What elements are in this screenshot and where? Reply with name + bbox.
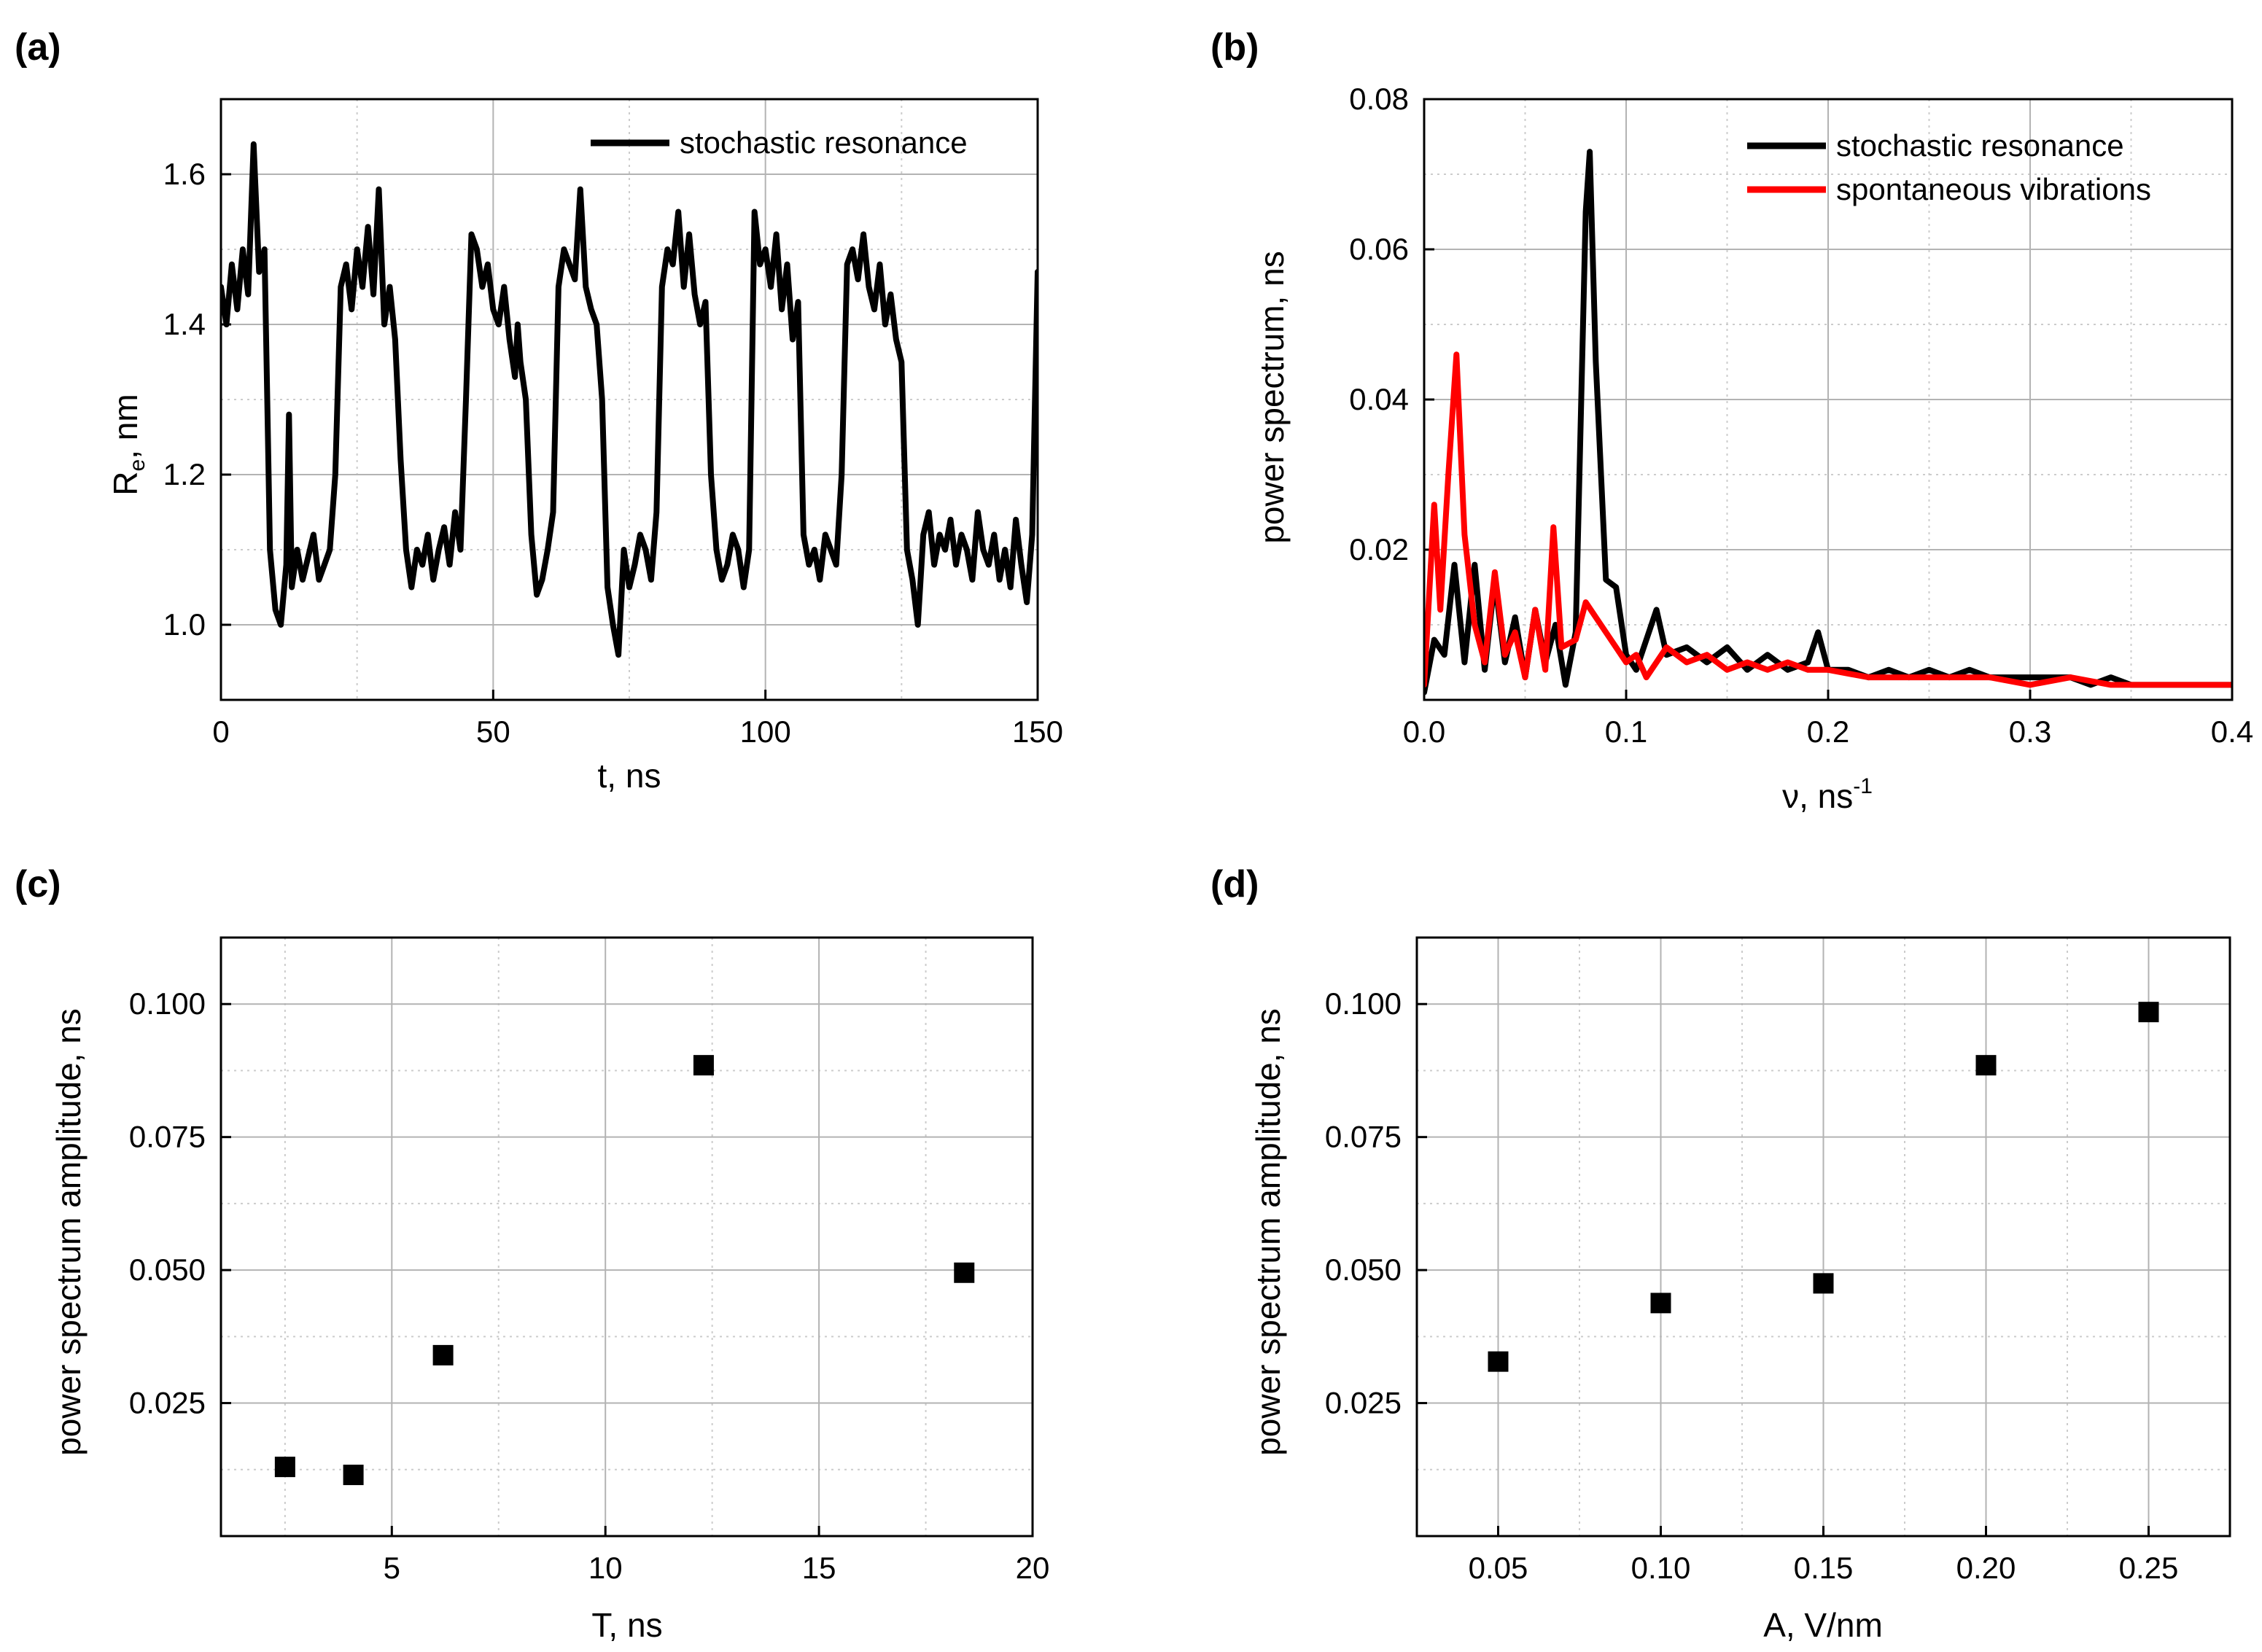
x-tick-label-b-3: 0.3 [2009,714,2051,749]
y-tick-label-b-2: 0.06 [1349,232,1409,266]
x-axis-label-d: A, V/nm [1763,1606,1883,1644]
x-tick-label-b-1: 0.1 [1605,714,1647,749]
x-tick-label-c-0: 5 [384,1551,400,1585]
y-tick-label-c-2: 0.075 [129,1120,206,1154]
x-tick-label-c-1: 10 [588,1551,623,1585]
x-tick-label-b-0: 0.0 [1403,714,1445,749]
x-axis-label-b-main: ν, ns [1782,777,1853,815]
x-tick-label-b-2: 0.2 [1807,714,1849,749]
x-tick-label-d-3: 0.20 [1956,1551,2016,1585]
data-point-c-0 [274,1457,295,1478]
legend-b: stochastic resonance spontaneous vibrati… [1747,128,2151,206]
panel-label-d: (d) [1210,863,1259,905]
plot-frame-d [1415,936,2231,1538]
y-tick-label-a-1: 1.2 [163,457,206,491]
panel-label-c: (c) [15,863,61,905]
x-tick-label-a-2: 100 [740,714,791,749]
x-tick-label-d-1: 0.10 [1631,1551,1691,1585]
y-axis-label-a: Re, nm [106,394,149,495]
y-tick-label-a-0: 1.0 [163,607,206,642]
legend-b-label-spontaneous: spontaneous vibrations [1836,172,2151,206]
panel-label-a: (a) [15,26,61,69]
y-axis-label-d: power spectrum amplitude, ns [1249,1008,1287,1456]
y-tick-label-d-1: 0.050 [1325,1252,1402,1287]
x-axis-label-c: T, ns [591,1606,662,1644]
data-point-d-3 [1975,1055,1997,1076]
x-tick-label-d-2: 0.15 [1794,1551,1854,1585]
panel-label-b: (b) [1210,26,1259,69]
plot-frame-b [1423,98,2234,701]
y-axis-label-a-sub: e [125,459,149,472]
data-point-d-0 [1488,1351,1509,1372]
y-tick-label-c-0: 0.025 [129,1386,206,1420]
series-line-a-stochastic-resonance [221,141,1038,658]
panel-d: 0.05 0.10 0.15 0.20 0.25 0.025 0.050 0.075 0.100 [1325,936,2231,1585]
x-axis-label-b-sup: -1 [1853,774,1873,798]
y-axis-label-b: power spectrum, ns [1253,251,1291,543]
y-tick-label-d-3: 0.100 [1325,986,1402,1021]
panel-c: 5 10 15 20 0.025 0.050 0.075 0.100 [129,936,1050,1585]
y-axis-label-c: power spectrum amplitude, ns [50,1008,88,1456]
x-tick-label-a-3: 150 [1012,714,1063,749]
data-point-c-2 [432,1344,454,1365]
y-tick-label-d-0: 0.025 [1325,1386,1402,1420]
y-tick-label-b-3: 0.08 [1349,82,1409,116]
x-axis-label-a: t, ns [598,757,661,795]
y-tick-label-a-3: 1.6 [163,157,206,191]
legend-a-label-stochastic: stochastic resonance [680,125,968,160]
plot-frame-a [219,98,1039,701]
legend-a: stochastic resonance [591,125,968,160]
data-point-c-1 [343,1465,364,1486]
y-tick-label-c-1: 0.050 [129,1252,206,1287]
y-tick-label-a-2: 1.4 [163,307,206,341]
plot-frame-c [219,936,1034,1538]
panel-b: 0.0 0.1 0.2 0.3 0.4 0.02 0.04 0.06 0.08 [1349,82,2253,749]
x-tick-label-a-1: 50 [476,714,510,749]
series-line-b-spontaneous-vibrations [1424,351,2232,688]
data-point-d-4 [2138,1002,2159,1023]
data-point-c-4 [954,1262,975,1283]
y-tick-label-c-3: 0.100 [129,986,206,1021]
data-point-d-1 [1650,1293,1671,1314]
y-tick-label-b-1: 0.04 [1349,382,1409,416]
x-tick-label-c-2: 15 [802,1551,836,1585]
data-point-c-3 [693,1055,714,1076]
y-tick-label-b-0: 0.02 [1349,532,1409,566]
x-tick-label-c-3: 20 [1016,1551,1050,1585]
panel-a: 0 50 100 150 1.0 1.2 1.4 1.6 [163,98,1063,749]
y-tick-label-d-2: 0.075 [1325,1120,1402,1154]
x-tick-label-a-0: 0 [212,714,229,749]
data-point-d-2 [1813,1273,1834,1294]
y-axis-label-a-main: R [106,471,144,495]
x-tick-label-d-0: 0.05 [1469,1551,1528,1585]
legend-b-label-stochastic: stochastic resonance [1836,128,2124,163]
series-line-b-stochastic-resonance [1424,149,2232,696]
x-tick-label-b-4: 0.4 [2211,714,2253,749]
y-axis-label-a-rest: , nm [106,394,144,459]
x-axis-label-b: ν, ns-1 [1782,774,1873,815]
x-tick-label-d-4: 0.25 [2119,1551,2179,1585]
